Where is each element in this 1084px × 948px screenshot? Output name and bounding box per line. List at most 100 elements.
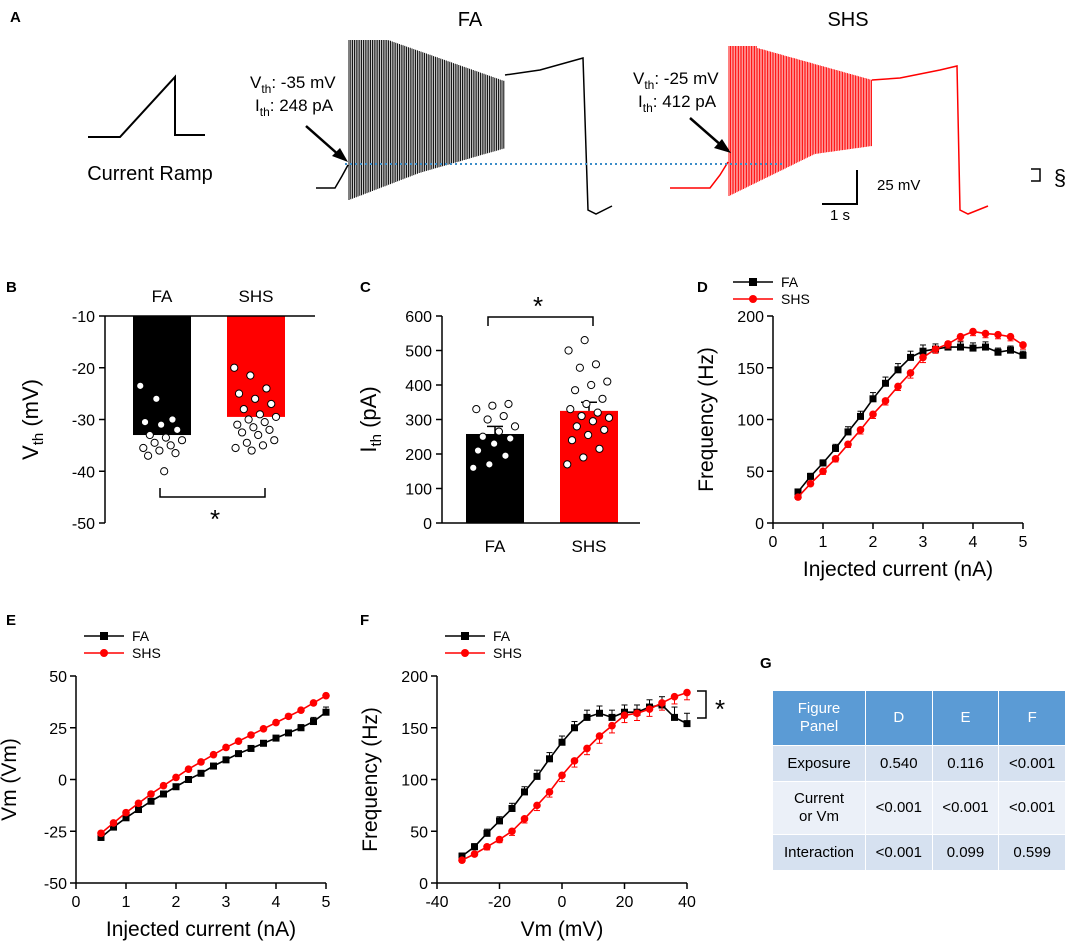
data-point — [588, 417, 598, 426]
data-point-fa — [496, 817, 503, 825]
table-cell: <0.001 — [998, 745, 1066, 782]
data-point-shs — [633, 709, 641, 718]
data-point-shs — [956, 332, 965, 341]
data-point-shs — [1019, 341, 1027, 349]
category-label-fa: FA — [152, 287, 173, 306]
data-point — [472, 405, 481, 414]
data-point-shs — [658, 699, 666, 707]
data-point-fa — [583, 713, 591, 721]
series-line-fa — [100, 711, 327, 839]
legend-marker — [749, 278, 757, 286]
current-ramp-label: Current Ramp — [87, 163, 213, 185]
data-point-shs — [831, 455, 840, 463]
panel-letter-e: E — [6, 612, 16, 629]
data-point — [143, 451, 153, 460]
data-point-fa — [683, 720, 691, 728]
data-point-shs — [234, 737, 243, 746]
legend-marker — [461, 649, 469, 657]
data-point-fa — [185, 776, 192, 783]
table-cell: Interaction — [772, 834, 866, 871]
fa-vth-annotation: Vth: -35 mV — [250, 73, 336, 96]
data-point — [262, 384, 271, 393]
shs-voltage-trace — [670, 46, 989, 215]
y-axis-label: Frequency (Hz) — [359, 707, 382, 852]
data-point — [177, 436, 187, 445]
legend-label-fa: FA — [781, 274, 799, 290]
data-point-shs — [545, 788, 554, 796]
x-tick-label: 1 — [122, 894, 131, 911]
data-point-fa — [1019, 351, 1027, 359]
x-axis-label: Injected current (nA) — [106, 918, 296, 941]
y-tick-label: 150 — [737, 361, 764, 378]
table-row: Exposure 0.540 0.116 <0.001 — [772, 745, 1066, 782]
data-point — [501, 451, 510, 460]
data-point-fa — [571, 724, 578, 732]
data-point — [271, 412, 281, 422]
data-point — [582, 399, 591, 409]
data-point-shs — [147, 790, 155, 798]
data-point — [152, 394, 161, 403]
x-tick-label: 5 — [322, 894, 331, 911]
bar-fa — [133, 316, 191, 436]
data-point-fa — [869, 395, 877, 403]
data-point-fa — [907, 353, 914, 361]
significance-marker: * — [533, 291, 543, 321]
data-point-shs — [209, 750, 218, 759]
table-header-row: Figure Panel D E F — [772, 690, 1066, 746]
data-point-fa — [832, 444, 839, 452]
data-point — [140, 417, 150, 427]
data-point-fa — [110, 823, 117, 831]
data-point-shs — [806, 479, 815, 488]
data-point-shs — [906, 369, 915, 377]
x-tick-label: 40 — [678, 894, 696, 911]
y-tick-label: 100 — [401, 773, 428, 790]
y-tick-label: -40 — [72, 464, 95, 481]
fa-ith-annotation: Ith: 248 pA — [255, 96, 334, 119]
data-point — [566, 405, 575, 414]
table-cell: Exposure — [772, 745, 866, 782]
significance-marker: * — [210, 504, 220, 534]
data-point — [139, 443, 148, 453]
y-tick-label: 100 — [737, 413, 764, 430]
data-point — [587, 380, 596, 390]
data-point-shs — [122, 808, 130, 817]
x-tick-label: 2 — [172, 894, 181, 911]
data-point-fa — [982, 343, 989, 351]
data-point-shs — [259, 724, 268, 733]
data-point-shs — [247, 731, 255, 739]
data-point — [564, 346, 573, 355]
x-tick-label: 4 — [969, 534, 978, 551]
data-point-shs — [844, 440, 852, 449]
data-point-fa — [458, 852, 466, 860]
data-point-fa — [819, 459, 827, 467]
x-axis-label: Injected current (nA) — [803, 558, 993, 581]
data-point-shs — [272, 718, 280, 727]
data-point-fa — [260, 739, 267, 747]
data-point — [598, 394, 607, 403]
data-point — [157, 420, 166, 429]
panel-d-line-chart: 0 50 100 150 200 0 1 2 3 4 5 Injected current (nA) F… — [695, 165, 1066, 581]
data-point — [249, 423, 258, 432]
data-point-shs — [670, 692, 679, 701]
y-tick-label: 100 — [405, 482, 432, 499]
data-point-fa — [957, 343, 964, 351]
data-point — [593, 408, 602, 417]
data-point-fa — [322, 708, 330, 716]
data-point-fa — [471, 843, 478, 851]
data-point-fa — [197, 769, 205, 777]
y-tick-label: 50 — [746, 464, 764, 481]
data-point-fa — [135, 806, 142, 814]
data-point — [231, 443, 240, 453]
data-point — [469, 463, 478, 472]
data-point-shs — [222, 743, 230, 752]
x-tick-label: 0 — [769, 534, 778, 551]
table-row: Interaction <0.001 0.099 0.599 — [772, 834, 1066, 871]
significance-marker: § — [1054, 165, 1066, 190]
data-point — [265, 425, 274, 434]
data-point — [242, 438, 251, 447]
table-header-cell: Figure Panel — [772, 690, 866, 746]
x-tick-label: 4 — [272, 894, 281, 911]
data-point — [239, 405, 248, 414]
data-point-fa — [671, 713, 678, 721]
data-point — [580, 336, 589, 345]
